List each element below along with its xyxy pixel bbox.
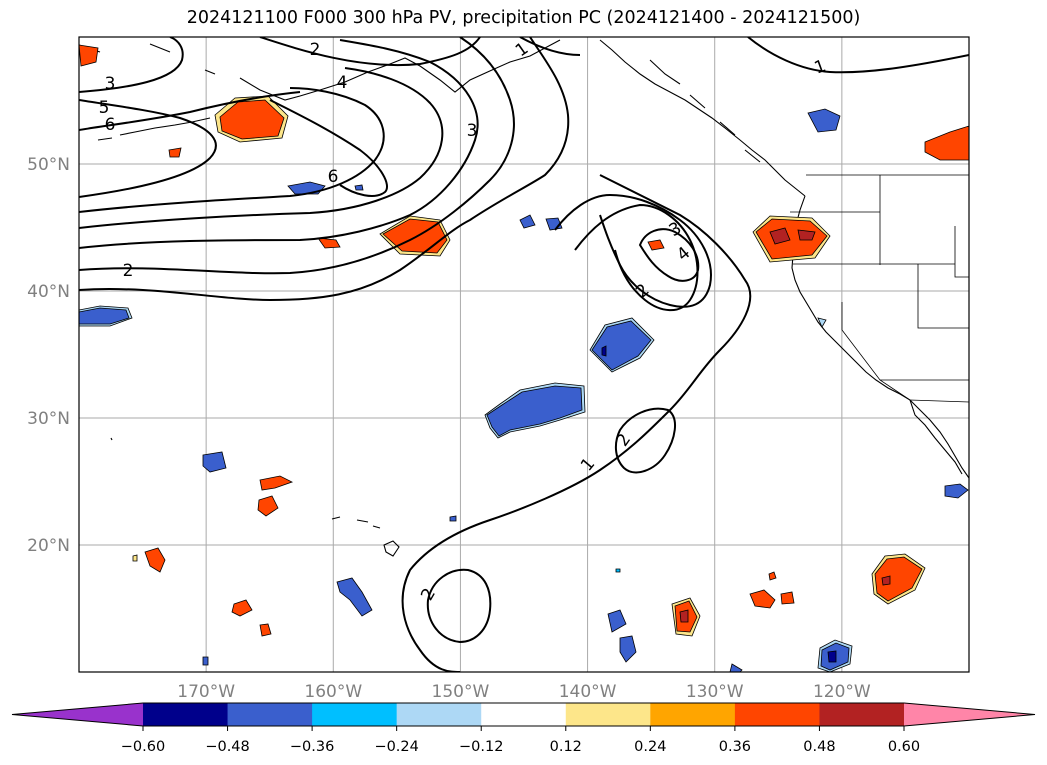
colorbar-tick-label: −0.36 bbox=[290, 739, 334, 755]
lat-tick-label: 20°N bbox=[27, 536, 70, 556]
longitude-tick-labels: 170°W 160°W 150°W 140°W 130°W 120°W bbox=[177, 682, 871, 702]
contour-label: 3 bbox=[467, 121, 478, 141]
lat-tick-label: 30°N bbox=[27, 409, 70, 429]
colorbar-segment bbox=[227, 703, 313, 726]
colorbar-tick-label: 0.36 bbox=[719, 739, 751, 755]
colorbar-segment bbox=[312, 703, 398, 726]
colorbar-tick-label: 0.24 bbox=[634, 739, 666, 755]
colorbar-tick-label: 0.48 bbox=[803, 739, 835, 755]
lon-tick-label: 170°W bbox=[177, 682, 235, 702]
contour-label: 6 bbox=[328, 167, 339, 187]
lon-tick-label: 120°W bbox=[813, 682, 871, 702]
colorbar-segment bbox=[396, 703, 482, 726]
colorbar-tick-label: −0.12 bbox=[459, 739, 503, 755]
lat-tick-label: 40°N bbox=[27, 282, 70, 302]
lon-tick-label: 130°W bbox=[686, 682, 744, 702]
colorbar-tick-label: 0.12 bbox=[550, 739, 582, 755]
colorbar-tick-label: −0.60 bbox=[121, 739, 165, 755]
colorbar-segment bbox=[143, 703, 229, 726]
colorbar-tick-label: 0.60 bbox=[888, 739, 920, 755]
colorbar-extend-high bbox=[904, 703, 1035, 726]
lat-tick-label: 50°N bbox=[27, 155, 70, 175]
colorbar-segment bbox=[734, 703, 820, 726]
map-title: 2024121100 F000 300 hPa PV, precipitatio… bbox=[186, 8, 861, 28]
contour-label: 2 bbox=[123, 261, 134, 281]
contour-label: 2 bbox=[310, 40, 321, 60]
contour-label: 5 bbox=[99, 98, 110, 118]
colorbar-tick-label: −0.48 bbox=[205, 739, 249, 755]
colorbar-segment bbox=[565, 703, 651, 726]
latitude-tick-labels: 50°N 40°N 30°N 20°N bbox=[27, 155, 70, 556]
lon-tick-label: 160°W bbox=[304, 682, 362, 702]
contour-label: 6 bbox=[105, 115, 116, 135]
map-area bbox=[79, 37, 969, 672]
colorbar: −0.60 −0.48 −0.36 −0.24 −0.12 0.12 0.24 0.36 0.4… bbox=[11, 702, 1036, 755]
borders bbox=[790, 174, 969, 403]
map-frame bbox=[78, 36, 970, 673]
contour-label: 4 bbox=[337, 73, 348, 93]
pv-contours bbox=[79, 37, 969, 672]
lon-tick-label: 140°W bbox=[559, 682, 617, 702]
colorbar-segment bbox=[650, 703, 736, 726]
lon-tick-label: 150°W bbox=[432, 682, 490, 702]
colorbar-extend-low bbox=[12, 703, 143, 726]
colorbar-tick-label: −0.24 bbox=[374, 739, 418, 755]
colorbar-segment bbox=[819, 703, 905, 726]
colorbar-segment bbox=[481, 703, 567, 726]
contour-label: 3 bbox=[105, 74, 116, 94]
